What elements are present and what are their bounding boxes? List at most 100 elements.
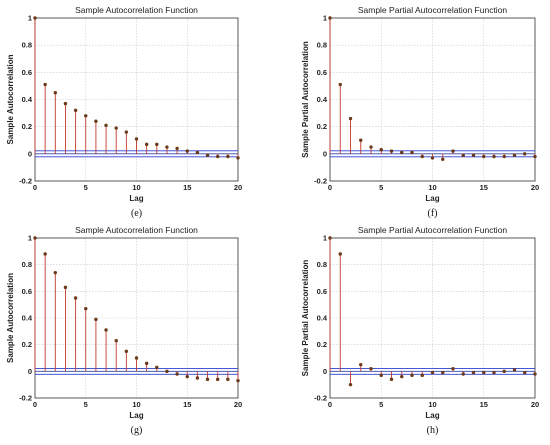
stem-marker-lag-17 xyxy=(205,153,210,157)
stem-marker-lag-8 xyxy=(410,373,414,378)
y-tick-label: 0.2 xyxy=(317,122,327,131)
panel-caption: (h) xyxy=(427,425,439,436)
y-tick-label: 1 xyxy=(323,14,327,23)
stem-marker-lag-11 xyxy=(441,370,445,375)
x-axis-label: Lag xyxy=(425,194,439,203)
stem-marker-lag-20 xyxy=(533,154,537,159)
stem-marker-lag-7 xyxy=(400,150,404,155)
stem-marker-lag-10 xyxy=(430,370,435,375)
y-tick-label: 0 xyxy=(323,149,327,158)
stem-marker-lag-18 xyxy=(216,154,220,159)
stem-marker-lag-5 xyxy=(379,148,383,152)
x-tick-label: 5 xyxy=(84,400,88,409)
stem-marker-lag-4 xyxy=(73,108,78,113)
y-tick-label: 0.4 xyxy=(22,314,33,323)
stem-marker-lag-13 xyxy=(165,369,169,374)
x-tick-label: 15 xyxy=(480,400,488,409)
x-tick-label: 20 xyxy=(234,400,242,409)
y-tick-label: 0 xyxy=(323,367,327,376)
stem-marker-lag-1 xyxy=(338,252,342,256)
stem-marker-lag-2 xyxy=(348,382,353,387)
stem-marker-lag-6 xyxy=(94,119,98,123)
x-tick-label: 5 xyxy=(379,183,383,192)
y-tick-label: -0.2 xyxy=(19,394,32,403)
x-axis-label: Lag xyxy=(129,411,143,420)
stem-marker-lag-0 xyxy=(33,236,37,240)
y-axis-label: Sample Autocorrelation xyxy=(6,273,15,363)
x-tick-label: 15 xyxy=(183,400,191,409)
y-tick-label: 1 xyxy=(28,234,32,243)
y-tick-label: 0 xyxy=(28,367,32,376)
y-tick-label: 0.6 xyxy=(22,287,32,296)
stem-marker-lag-10 xyxy=(430,156,435,160)
stem-marker-lag-14 xyxy=(175,146,179,151)
stem-marker-lag-18 xyxy=(512,153,517,157)
stem-marker-lag-8 xyxy=(410,150,414,155)
stem-marker-lag-15 xyxy=(185,374,189,379)
stem-marker-lag-6 xyxy=(389,377,394,382)
stem-marker-lag-4 xyxy=(369,145,373,149)
stem-marker-lag-11 xyxy=(441,157,445,161)
x-tick-label: 0 xyxy=(33,183,37,192)
stem-marker-lag-20 xyxy=(236,156,240,160)
stem-marker-lag-6 xyxy=(389,149,394,153)
stem-marker-lag-7 xyxy=(400,374,404,379)
stem-marker-lag-5 xyxy=(84,306,88,311)
x-tick-label: 15 xyxy=(480,183,488,192)
x-axis-label: Lag xyxy=(425,411,439,420)
y-tick-label: 0.2 xyxy=(317,340,327,349)
y-axis-label: Sample Partial Autocorrelation xyxy=(301,41,310,158)
stem-marker-lag-5 xyxy=(84,114,88,118)
stem-marker-lag-2 xyxy=(53,270,57,275)
stem-marker-lag-17 xyxy=(205,377,210,382)
stem-marker-lag-3 xyxy=(359,362,363,367)
stem-marker-lag-0 xyxy=(328,16,332,20)
stem-marker-lag-16 xyxy=(492,154,496,159)
y-tick-label: 0.8 xyxy=(317,41,327,50)
y-tick-label: 0.4 xyxy=(317,314,328,323)
stem-marker-lag-12 xyxy=(451,366,455,371)
x-tick-label: 10 xyxy=(428,183,436,192)
stem-marker-lag-9 xyxy=(124,349,129,354)
y-tick-label: 1 xyxy=(323,234,327,243)
stem-marker-lag-10 xyxy=(134,137,139,141)
x-tick-label: 0 xyxy=(33,400,37,409)
stem-marker-lag-5 xyxy=(379,373,383,378)
panel-caption: (g) xyxy=(131,425,143,436)
chart-title: Sample Partial Autocorrelation Function xyxy=(358,225,508,235)
stem-marker-lag-9 xyxy=(124,130,129,134)
y-tick-label: 0.4 xyxy=(317,95,328,104)
stem-marker-lag-3 xyxy=(359,138,363,142)
stem-marker-lag-4 xyxy=(369,366,373,371)
y-tick-label: 0 xyxy=(28,149,32,158)
y-tick-label: -0.2 xyxy=(314,177,327,186)
x-tick-label: 0 xyxy=(328,400,332,409)
stem-marker-lag-16 xyxy=(492,370,496,375)
y-tick-label: -0.2 xyxy=(19,177,32,186)
stem-marker-lag-15 xyxy=(482,370,486,375)
y-axis-label: Sample Partial Autocorrelation xyxy=(301,260,310,377)
x-tick-label: 10 xyxy=(428,400,436,409)
y-tick-label: 0.8 xyxy=(317,260,327,269)
stem-marker-lag-14 xyxy=(175,372,179,376)
stem-marker-lag-20 xyxy=(236,378,240,383)
chart-title: Sample Autocorrelation Function xyxy=(75,225,198,235)
stem-marker-lag-6 xyxy=(94,317,98,322)
panel-caption: (e) xyxy=(131,208,142,219)
stem-marker-lag-20 xyxy=(533,372,537,376)
stem-marker-lag-8 xyxy=(114,338,118,343)
stem-marker-lag-19 xyxy=(226,377,230,382)
stem-marker-lag-18 xyxy=(216,377,220,382)
stem-marker-lag-1 xyxy=(338,82,342,87)
stem-marker-lag-1 xyxy=(43,82,47,87)
chart-title: Sample Autocorrelation Function xyxy=(75,5,198,15)
stem-marker-lag-7 xyxy=(104,328,108,332)
stem-marker-lag-19 xyxy=(523,370,527,375)
y-tick-label: 0.2 xyxy=(22,340,32,349)
y-tick-label: 0.8 xyxy=(22,260,32,269)
stem-marker-lag-4 xyxy=(73,296,78,300)
stem-marker-lag-15 xyxy=(482,154,486,159)
